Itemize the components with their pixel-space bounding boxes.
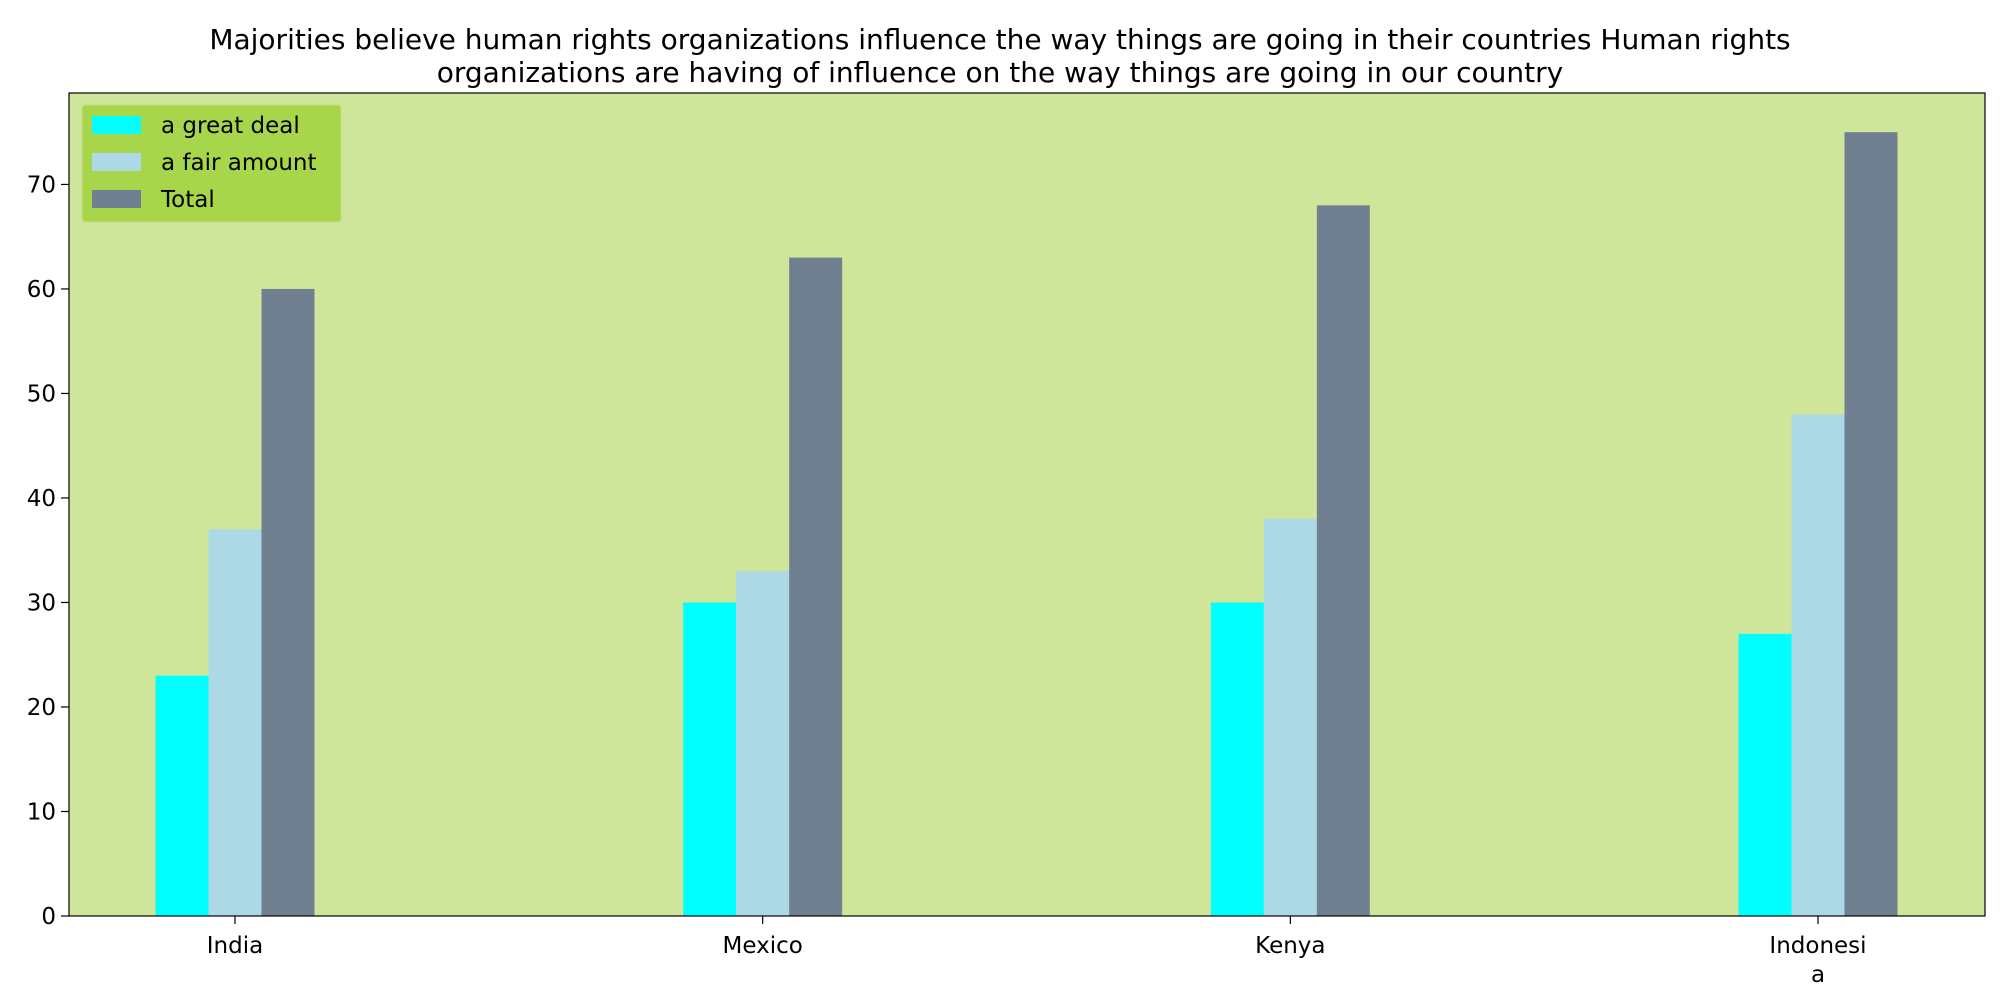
bar-a-fair-amount-india [208, 529, 262, 916]
y-tick-label: 30 [27, 590, 56, 616]
bars-group [155, 132, 1898, 917]
y-axis: 0 10 20 30 40 50 60 70 [27, 172, 69, 930]
y-tick-label: 60 [27, 277, 56, 303]
plot-frame [68, 92, 1986, 917]
bar-a-fair-amount-mexico [736, 571, 790, 916]
bar-a-great-deal-india [155, 675, 209, 916]
y-tick-label: 0 [41, 904, 56, 930]
bar-a-fair-amount-kenya [1263, 518, 1317, 916]
bar-total-india [261, 288, 315, 916]
legend-label: a great deal [161, 113, 300, 139]
chart-title: Majorities believe human rights organiza… [209, 23, 1790, 89]
x-tick-label: a [1811, 962, 1825, 988]
x-tick-label: India [207, 933, 263, 959]
y-tick-label: 10 [27, 799, 56, 825]
bar-total-indonesia [1844, 132, 1898, 916]
legend-swatch-a-great-deal [92, 116, 141, 134]
x-tick-label: Mexico [723, 933, 803, 959]
bar-total-kenya [1316, 205, 1370, 917]
chart-title-line-1: Majorities believe human rights organiza… [209, 23, 1790, 56]
bar-total-mexico [789, 257, 843, 917]
bar-a-great-deal-mexico [683, 602, 737, 916]
bar-a-great-deal-indonesia [1738, 633, 1792, 916]
chart-title-line-2: organizations are having of influence on… [437, 56, 1563, 89]
legend-swatch-a-fair-amount [92, 153, 141, 171]
y-tick-label: 40 [27, 486, 56, 512]
legend-swatch-total [92, 190, 141, 208]
x-tick-label: Indonesi [1769, 933, 1866, 959]
legend: a great deal a fair amount Total [81, 104, 342, 223]
legend-label: Total [160, 187, 215, 213]
x-axis: India Mexico Kenya Indonesi a [207, 916, 1867, 988]
plot-area [69, 93, 1985, 916]
y-tick-label: 70 [27, 172, 56, 198]
bar-a-great-deal-kenya [1210, 602, 1264, 916]
bar-a-fair-amount-indonesia [1791, 414, 1845, 916]
legend-box [81, 104, 342, 223]
x-tick-label: Kenya [1255, 933, 1325, 959]
legend-label: a fair amount [161, 150, 317, 176]
y-tick-label: 20 [27, 695, 56, 721]
y-tick-label: 50 [27, 381, 56, 407]
